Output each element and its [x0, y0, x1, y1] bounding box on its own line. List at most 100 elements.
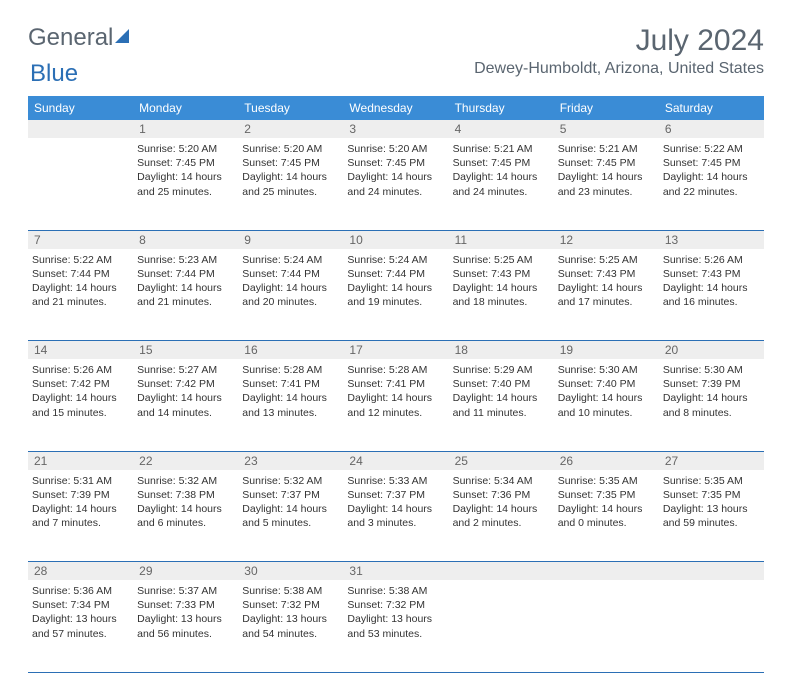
day-details: Sunrise: 5:26 AMSunset: 7:43 PMDaylight:…	[663, 251, 760, 310]
brand-logo: General	[28, 24, 129, 52]
weekday-header: Saturday	[659, 96, 764, 120]
day-cell: Sunrise: 5:22 AMSunset: 7:45 PMDaylight:…	[659, 138, 764, 230]
day-details: Sunrise: 5:33 AMSunset: 7:37 PMDaylight:…	[347, 472, 444, 531]
day-number-cell: 30	[238, 562, 343, 581]
day-number-empty	[659, 562, 764, 580]
day-number-cell: 17	[343, 341, 448, 360]
brand-part2: Blue	[30, 60, 78, 87]
day-details: Sunrise: 5:24 AMSunset: 7:44 PMDaylight:…	[347, 251, 444, 310]
day-cell: Sunrise: 5:30 AMSunset: 7:39 PMDaylight:…	[659, 359, 764, 451]
day-cell: Sunrise: 5:28 AMSunset: 7:41 PMDaylight:…	[343, 359, 448, 451]
day-number: 29	[133, 562, 238, 580]
day-details: Sunrise: 5:29 AMSunset: 7:40 PMDaylight:…	[453, 361, 550, 420]
day-cell: Sunrise: 5:25 AMSunset: 7:43 PMDaylight:…	[449, 249, 554, 341]
location-subtitle: Dewey-Humboldt, Arizona, United States	[474, 60, 764, 78]
day-number: 16	[238, 341, 343, 359]
day-number-cell: 2	[238, 120, 343, 138]
day-details: Sunrise: 5:23 AMSunset: 7:44 PMDaylight:…	[137, 251, 234, 310]
day-number-cell: 6	[659, 120, 764, 138]
day-details: Sunrise: 5:30 AMSunset: 7:40 PMDaylight:…	[558, 361, 655, 420]
day-number-cell	[554, 562, 659, 581]
day-number: 25	[449, 452, 554, 470]
day-cell: Sunrise: 5:32 AMSunset: 7:37 PMDaylight:…	[238, 470, 343, 562]
day-details: Sunrise: 5:21 AMSunset: 7:45 PMDaylight:…	[558, 140, 655, 199]
day-details: Sunrise: 5:26 AMSunset: 7:42 PMDaylight:…	[32, 361, 129, 420]
day-details: Sunrise: 5:28 AMSunset: 7:41 PMDaylight:…	[242, 361, 339, 420]
day-number: 23	[238, 452, 343, 470]
day-number-cell: 25	[449, 451, 554, 470]
day-details: Sunrise: 5:24 AMSunset: 7:44 PMDaylight:…	[242, 251, 339, 310]
day-cell: Sunrise: 5:29 AMSunset: 7:40 PMDaylight:…	[449, 359, 554, 451]
day-number-cell: 14	[28, 341, 133, 360]
weekday-header: Friday	[554, 96, 659, 120]
day-number: 24	[343, 452, 448, 470]
day-details: Sunrise: 5:22 AMSunset: 7:45 PMDaylight:…	[663, 140, 760, 199]
day-number: 17	[343, 341, 448, 359]
day-cell: Sunrise: 5:36 AMSunset: 7:34 PMDaylight:…	[28, 580, 133, 672]
day-cell: Sunrise: 5:20 AMSunset: 7:45 PMDaylight:…	[238, 138, 343, 230]
brand-part1: General	[28, 24, 113, 52]
day-cell: Sunrise: 5:20 AMSunset: 7:45 PMDaylight:…	[133, 138, 238, 230]
weekday-header: Monday	[133, 96, 238, 120]
day-details: Sunrise: 5:21 AMSunset: 7:45 PMDaylight:…	[453, 140, 550, 199]
day-number: 11	[449, 231, 554, 249]
day-details: Sunrise: 5:38 AMSunset: 7:32 PMDaylight:…	[347, 582, 444, 641]
day-number-empty	[554, 562, 659, 580]
day-number-empty	[28, 120, 133, 138]
day-number: 3	[343, 120, 448, 138]
day-number-cell: 22	[133, 451, 238, 470]
day-number-cell: 16	[238, 341, 343, 360]
day-cell: Sunrise: 5:21 AMSunset: 7:45 PMDaylight:…	[449, 138, 554, 230]
day-details: Sunrise: 5:38 AMSunset: 7:32 PMDaylight:…	[242, 582, 339, 641]
weekday-header: Wednesday	[343, 96, 448, 120]
day-cell: Sunrise: 5:35 AMSunset: 7:35 PMDaylight:…	[554, 470, 659, 562]
day-cell: Sunrise: 5:26 AMSunset: 7:42 PMDaylight:…	[28, 359, 133, 451]
day-number: 22	[133, 452, 238, 470]
day-details: Sunrise: 5:28 AMSunset: 7:41 PMDaylight:…	[347, 361, 444, 420]
day-number: 4	[449, 120, 554, 138]
day-details: Sunrise: 5:35 AMSunset: 7:35 PMDaylight:…	[558, 472, 655, 531]
day-cell: Sunrise: 5:25 AMSunset: 7:43 PMDaylight:…	[554, 249, 659, 341]
day-number-cell: 21	[28, 451, 133, 470]
logo-triangle-icon	[115, 29, 129, 43]
day-details: Sunrise: 5:37 AMSunset: 7:33 PMDaylight:…	[137, 582, 234, 641]
day-cell	[554, 580, 659, 672]
day-number: 2	[238, 120, 343, 138]
day-number: 13	[659, 231, 764, 249]
day-number-cell: 5	[554, 120, 659, 138]
day-number-cell: 19	[554, 341, 659, 360]
day-number: 26	[554, 452, 659, 470]
day-number-cell	[28, 120, 133, 138]
page-title: July 2024	[474, 24, 764, 58]
day-cell: Sunrise: 5:38 AMSunset: 7:32 PMDaylight:…	[238, 580, 343, 672]
day-details: Sunrise: 5:32 AMSunset: 7:38 PMDaylight:…	[137, 472, 234, 531]
day-number-cell	[449, 562, 554, 581]
day-number: 5	[554, 120, 659, 138]
day-number-cell: 4	[449, 120, 554, 138]
day-number-cell: 20	[659, 341, 764, 360]
day-number: 21	[28, 452, 133, 470]
day-number-cell: 12	[554, 230, 659, 249]
day-cell: Sunrise: 5:38 AMSunset: 7:32 PMDaylight:…	[343, 580, 448, 672]
day-cell: Sunrise: 5:28 AMSunset: 7:41 PMDaylight:…	[238, 359, 343, 451]
day-number-cell: 15	[133, 341, 238, 360]
weekday-header: Tuesday	[238, 96, 343, 120]
day-cell: Sunrise: 5:32 AMSunset: 7:38 PMDaylight:…	[133, 470, 238, 562]
day-number: 6	[659, 120, 764, 138]
day-cell: Sunrise: 5:24 AMSunset: 7:44 PMDaylight:…	[343, 249, 448, 341]
day-number: 19	[554, 341, 659, 359]
day-number-cell: 3	[343, 120, 448, 138]
day-cell: Sunrise: 5:20 AMSunset: 7:45 PMDaylight:…	[343, 138, 448, 230]
day-details: Sunrise: 5:22 AMSunset: 7:44 PMDaylight:…	[32, 251, 129, 310]
day-cell: Sunrise: 5:21 AMSunset: 7:45 PMDaylight:…	[554, 138, 659, 230]
day-cell: Sunrise: 5:24 AMSunset: 7:44 PMDaylight:…	[238, 249, 343, 341]
day-details: Sunrise: 5:27 AMSunset: 7:42 PMDaylight:…	[137, 361, 234, 420]
day-number-cell: 9	[238, 230, 343, 249]
day-details: Sunrise: 5:31 AMSunset: 7:39 PMDaylight:…	[32, 472, 129, 531]
day-number: 20	[659, 341, 764, 359]
day-number-cell	[659, 562, 764, 581]
day-number-cell: 31	[343, 562, 448, 581]
day-cell: Sunrise: 5:30 AMSunset: 7:40 PMDaylight:…	[554, 359, 659, 451]
day-cell: Sunrise: 5:33 AMSunset: 7:37 PMDaylight:…	[343, 470, 448, 562]
day-details: Sunrise: 5:20 AMSunset: 7:45 PMDaylight:…	[242, 140, 339, 199]
